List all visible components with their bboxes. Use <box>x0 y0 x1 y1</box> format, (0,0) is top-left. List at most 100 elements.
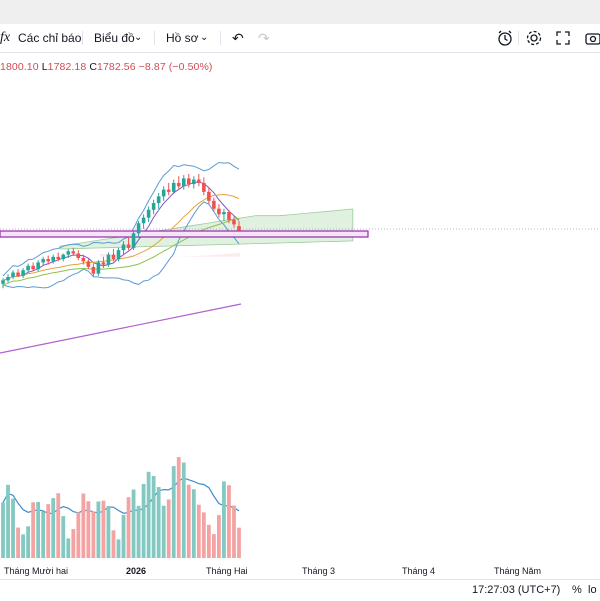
volume-bar <box>31 502 36 558</box>
volume-bar <box>71 529 76 558</box>
profile-button[interactable]: Hồ sơ <box>166 31 199 45</box>
candle-body <box>106 254 111 265</box>
candle-body <box>1 280 5 284</box>
volume-bar <box>116 539 121 558</box>
volume-bar <box>146 471 151 558</box>
candle-body <box>76 253 81 258</box>
candle-body <box>66 251 71 255</box>
percent-toggle[interactable]: % <box>572 584 582 596</box>
volume-bar <box>196 504 201 558</box>
candle-body <box>81 257 86 262</box>
chart-type-chevron-down-icon[interactable]: ⌄ <box>134 32 143 43</box>
profile-chevron-down-icon[interactable]: ⌄ <box>200 32 209 43</box>
candle-body <box>192 179 196 185</box>
candle-body <box>96 262 101 274</box>
chart-type-button[interactable]: Biểu đồ <box>94 31 135 45</box>
candle-body <box>126 244 131 248</box>
volume-bar <box>106 506 111 558</box>
volume-bar <box>6 484 10 558</box>
candle-body <box>146 209 151 218</box>
undo-icon[interactable]: ↶ <box>232 30 244 46</box>
volume-bar <box>237 527 241 558</box>
toolbar-divider <box>82 31 83 45</box>
candle-body <box>91 266 96 274</box>
volume-bar <box>36 502 41 558</box>
volume-bar <box>46 504 51 558</box>
volume-bar <box>222 481 226 558</box>
toolbar-divider <box>220 31 221 45</box>
volume-bar <box>232 505 236 558</box>
ohlc-change-value: −8.87 (−0.50%) <box>138 61 213 73</box>
browser-top-strip <box>0 0 600 25</box>
candle-body <box>186 178 191 185</box>
horizontal-zone <box>0 230 369 238</box>
candle-body <box>176 182 181 187</box>
candle-body <box>141 217 146 224</box>
alert-clock-icon[interactable] <box>496 29 514 47</box>
volume-bar <box>131 489 136 558</box>
redo-icon[interactable]: ↷ <box>258 30 270 46</box>
volume-bar <box>21 534 25 558</box>
volume-bar <box>136 505 141 558</box>
volume-bar <box>206 524 211 558</box>
candle-body <box>121 244 126 251</box>
volume-bar <box>186 484 191 558</box>
candle-body <box>6 277 10 281</box>
log-toggle[interactable]: lo <box>588 584 597 596</box>
candle-body <box>116 250 121 260</box>
candle-body <box>217 208 221 215</box>
toolbar-divider <box>154 31 155 45</box>
candle-body <box>111 254 116 260</box>
moving-average-mid <box>2 193 240 281</box>
volume-bar <box>101 500 106 558</box>
candle-body <box>21 270 25 276</box>
snapshot-camera-icon[interactable] <box>584 29 600 47</box>
volume-bar <box>86 501 91 558</box>
ohlc-legend: 1800.10 L1782.18 C1782.56 −8.87 (−0.50%) <box>0 61 213 73</box>
moving-average-long <box>0 303 242 354</box>
candle-body <box>197 179 201 183</box>
candle-body <box>212 200 216 209</box>
ohlc-low-value: 1782.18 <box>47 61 87 73</box>
volume-bar <box>76 512 81 558</box>
x-axis-label-february: Tháng Hai <box>206 566 248 576</box>
candle-body <box>56 256 61 260</box>
candle-body <box>71 251 76 254</box>
volume-bar <box>51 498 56 558</box>
candle-body <box>232 219 236 225</box>
x-axis-label-2026: 2026 <box>126 566 146 576</box>
status-time: 17:27:03 (UTC+7) <box>472 584 561 596</box>
ohlc-close-prefix: C <box>89 61 98 73</box>
candle-body <box>131 233 136 248</box>
candle-body <box>161 189 166 197</box>
x-axis-label-april: Tháng 4 <box>402 566 435 576</box>
price-chart[interactable]: Tháng Mười hai 2026 Tháng Hai Tháng 3 Th… <box>0 75 600 579</box>
volume-bar <box>26 526 31 558</box>
candle-body <box>181 178 186 187</box>
bollinger-upper-band <box>2 161 240 277</box>
candle-body <box>86 261 91 267</box>
volume-bar <box>11 498 15 558</box>
candle-body <box>36 262 40 270</box>
gear-icon[interactable] <box>525 29 543 47</box>
volume-bar <box>56 493 61 558</box>
candle-body <box>156 196 161 204</box>
volume-bar <box>166 499 171 558</box>
candle-body <box>11 272 15 277</box>
fullscreen-icon[interactable] <box>554 29 572 47</box>
candle-body <box>46 259 50 262</box>
indicators-button[interactable]: Các chỉ báo <box>18 31 82 45</box>
volume-bar <box>41 511 46 558</box>
volume-bar <box>81 493 86 558</box>
volume-bar <box>141 483 146 558</box>
volume-bar <box>151 475 156 558</box>
volume-bar <box>191 489 196 558</box>
candle-body <box>237 226 241 231</box>
volume-bar <box>156 487 161 558</box>
volume-bar <box>16 527 20 558</box>
volume-bar <box>96 501 101 558</box>
volume-bar <box>227 485 231 558</box>
bollinger-lower-band <box>2 201 240 289</box>
candle-body <box>222 212 226 215</box>
indicator-fx-icon[interactable]: fx <box>0 30 11 45</box>
